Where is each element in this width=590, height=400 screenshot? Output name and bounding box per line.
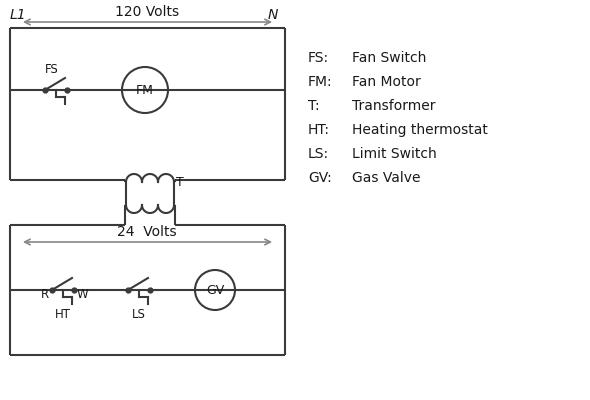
Text: T:: T:	[308, 99, 320, 113]
Text: GV:: GV:	[308, 171, 332, 185]
Text: N: N	[268, 8, 278, 22]
Text: GV: GV	[206, 284, 224, 296]
Text: L1: L1	[10, 8, 27, 22]
Text: FM: FM	[136, 84, 154, 96]
Text: HT:: HT:	[308, 123, 330, 137]
Text: Heating thermostat: Heating thermostat	[352, 123, 488, 137]
Text: Limit Switch: Limit Switch	[352, 147, 437, 161]
Text: Fan Switch: Fan Switch	[352, 51, 427, 65]
Text: T: T	[176, 176, 183, 188]
Text: Transformer: Transformer	[352, 99, 435, 113]
Text: FS:: FS:	[308, 51, 329, 65]
Text: FS: FS	[45, 63, 59, 76]
Text: LS: LS	[132, 308, 146, 321]
Text: W: W	[77, 288, 88, 300]
Text: R: R	[41, 288, 49, 300]
Text: HT: HT	[55, 308, 71, 321]
Text: LS:: LS:	[308, 147, 329, 161]
Text: 120 Volts: 120 Volts	[115, 5, 179, 19]
Text: FM:: FM:	[308, 75, 333, 89]
Text: Fan Motor: Fan Motor	[352, 75, 421, 89]
Text: Gas Valve: Gas Valve	[352, 171, 421, 185]
Text: 24  Volts: 24 Volts	[117, 225, 177, 239]
